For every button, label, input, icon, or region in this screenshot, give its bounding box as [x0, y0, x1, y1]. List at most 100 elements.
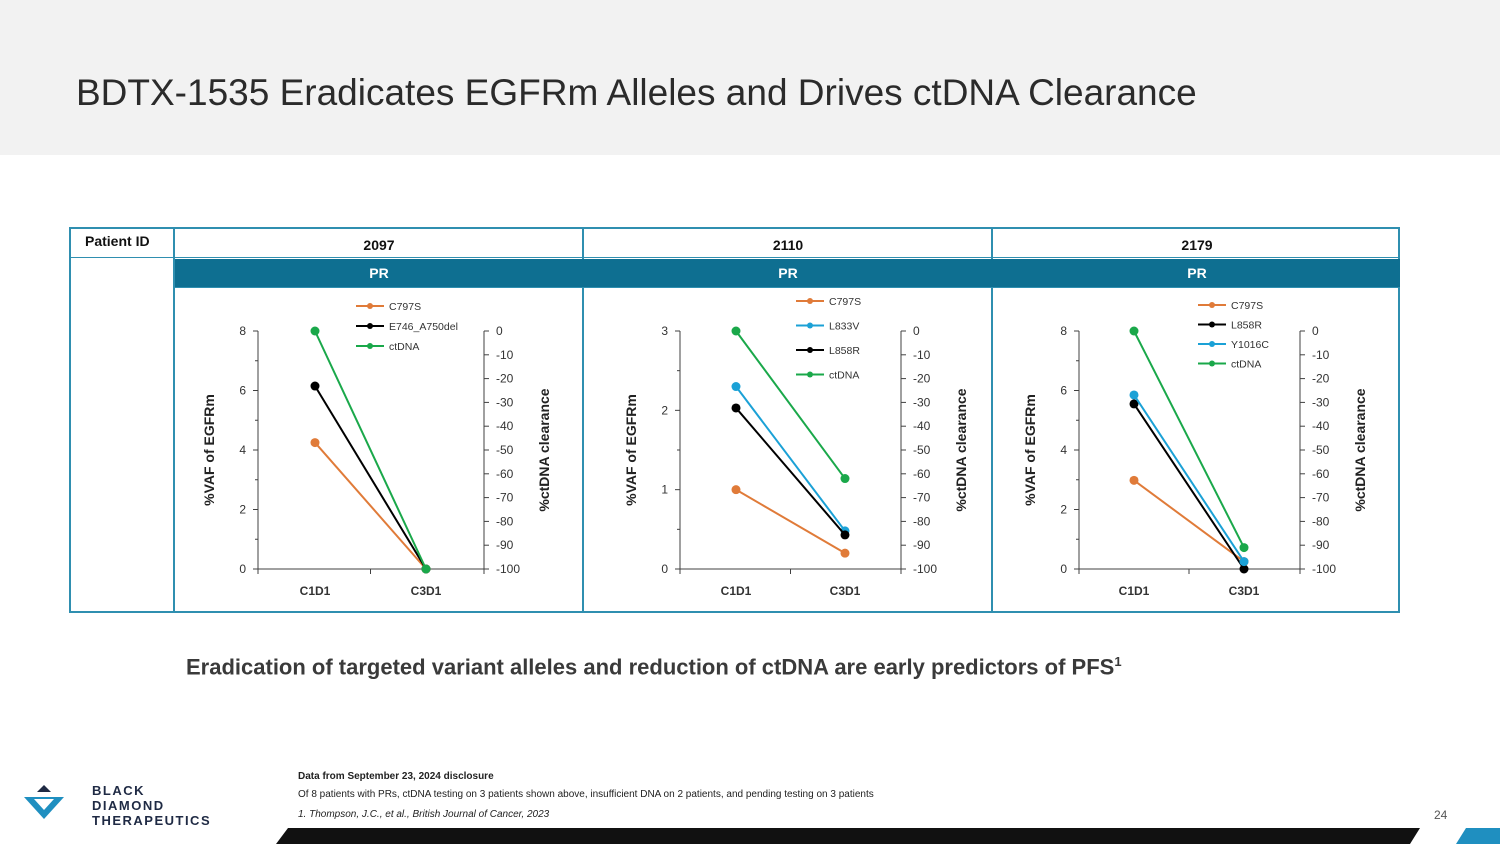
patient-id-2179: 2179 — [1181, 237, 1213, 253]
y2-axis-title: %ctDNA clearance — [1352, 388, 1368, 511]
series-line-ctdna — [735, 330, 846, 480]
patient-id-label: Patient ID — [85, 233, 150, 249]
page-number: 24 — [1434, 808, 1448, 822]
series-line-e746_a750del — [314, 385, 427, 570]
left-tick-label: 2 — [239, 503, 246, 517]
left-tick-label: 6 — [1060, 384, 1067, 398]
right-tick-label: -30 — [913, 395, 931, 409]
diamond-logo-icon — [24, 785, 64, 819]
x-category-label: C3D1 — [830, 584, 861, 598]
right-tick-label: -100 — [1312, 562, 1336, 576]
series-line-l858r — [1133, 403, 1245, 570]
right-tick-label: -100 — [496, 562, 520, 576]
y-axis-title: %VAF of EGFRm — [1022, 394, 1038, 506]
series-line-l833v — [735, 385, 846, 532]
chart-patient-2097: 0 2 4 6 8 0 -10 -20 -30 -40 -50 -60 -70 -80 -90 -100 C1D… — [201, 301, 552, 598]
footnote-reference: 1. Thompson, J.C., et al., British Journ… — [298, 809, 550, 820]
slide-title: BDTX-1535 Eradicates EGFRm Alleles and D… — [76, 72, 1197, 113]
data-point-c797s — [840, 548, 850, 558]
left-tick-label: 4 — [1060, 443, 1067, 457]
series-line-l858r — [735, 407, 846, 536]
left-tick-label: 0 — [661, 562, 668, 576]
right-tick-label: -50 — [496, 443, 514, 457]
column-divider — [582, 229, 584, 613]
response-label-2110: PR — [778, 265, 798, 281]
right-tick-label: -50 — [1312, 443, 1330, 457]
data-point-l858r — [1129, 399, 1139, 409]
series-line-c797s — [314, 441, 427, 570]
logo-text-diamond: DIAMOND — [92, 798, 165, 813]
left-tick-label: 0 — [239, 562, 246, 576]
series-line-y1016c — [1133, 394, 1245, 563]
right-tick-label: -40 — [1312, 419, 1330, 433]
chart-patient-2179: 0 2 4 6 8 0 -10 -20 -30 -40 -50 -60 -70 -80 -90 -100 C1D… — [1022, 300, 1368, 598]
column-divider — [991, 229, 993, 613]
title-band — [0, 0, 1500, 155]
legend-marker — [807, 371, 813, 378]
legend-marker — [367, 343, 373, 349]
footnote-note: Of 8 patients with PRs, ctDNA testing on… — [298, 789, 874, 800]
right-tick-label: -100 — [913, 562, 937, 576]
legend-label: C797S — [1231, 300, 1263, 312]
x-category-label: C1D1 — [300, 584, 331, 598]
legend-label: ctDNA — [389, 341, 419, 353]
right-tick-label: -20 — [496, 372, 514, 386]
data-point-ctdna — [310, 326, 320, 336]
patient-table: Patient ID 2097 2110 2179 PR PR PR — [69, 227, 1400, 613]
legend-marker — [807, 298, 813, 304]
y-axis-title: %VAF of EGFRm — [201, 394, 217, 506]
left-tick-label: 8 — [1060, 324, 1067, 338]
subtitle-footnote-marker: 1 — [1114, 654, 1122, 669]
right-tick-label: -70 — [1312, 491, 1330, 505]
data-point-ctdna — [731, 326, 741, 336]
data-point-ctdna — [1239, 543, 1249, 553]
data-point-l858r — [840, 530, 850, 540]
legend-label: C797S — [389, 301, 421, 313]
company-logo: BLACK DIAMOND THERAPEUTICS — [22, 783, 212, 829]
y2-axis-title: %ctDNA clearance — [953, 388, 969, 511]
x-category-label: C3D1 — [411, 584, 442, 598]
x-category-label: C1D1 — [721, 584, 752, 598]
legend-marker — [1209, 321, 1215, 328]
data-point-ctdna — [421, 564, 431, 574]
data-point-e746_a750del — [310, 381, 320, 391]
data-point-c797s — [310, 438, 320, 448]
right-tick-label: -60 — [1312, 467, 1330, 481]
data-point-l858r — [731, 403, 741, 413]
right-tick-label: -50 — [913, 443, 931, 457]
series-line-c797s — [1133, 479, 1245, 563]
left-tick-label: 6 — [239, 384, 246, 398]
legend-label: ctDNA — [829, 370, 859, 382]
row-divider — [175, 287, 1400, 288]
data-point-l858r — [1239, 564, 1249, 574]
right-tick-label: -30 — [1312, 395, 1330, 409]
legend-marker — [1209, 302, 1215, 308]
row-divider — [71, 257, 1400, 258]
chart-patient-2110: 0 1 2 3 0 -10 -20 -30 -40 -50 -60 -70 -80 -90 -100 C1D1… — [623, 296, 969, 598]
left-tick-label: 4 — [239, 443, 246, 457]
right-tick-label: -70 — [913, 491, 931, 505]
legend-marker — [367, 303, 373, 309]
legend-label: L833V — [829, 321, 859, 333]
patient-id-2110: 2110 — [772, 237, 804, 253]
data-point-ctdna — [1129, 326, 1139, 336]
left-tick-label: 3 — [661, 324, 668, 338]
logo-text-black: BLACK — [92, 783, 145, 798]
right-tick-label: -70 — [496, 491, 514, 505]
right-tick-label: -90 — [1312, 538, 1330, 552]
legend-label: C797S — [829, 296, 861, 308]
x-category-label: C1D1 — [1119, 584, 1150, 598]
y-axis-title: %VAF of EGFRm — [623, 394, 639, 506]
right-tick-label: -20 — [913, 372, 931, 386]
legend-label: L858R — [1231, 320, 1262, 332]
series-line-ctdna — [1133, 330, 1245, 549]
series-line-c797s — [735, 488, 846, 554]
right-tick-label: -60 — [913, 467, 931, 481]
legend-marker — [1209, 360, 1215, 367]
data-point-l833v — [731, 382, 741, 392]
legend-label: L858R — [829, 345, 860, 357]
left-tick-label: 8 — [239, 324, 246, 338]
response-label-2179: PR — [1187, 265, 1207, 281]
legend-label: ctDNA — [1231, 359, 1261, 371]
legend-marker — [807, 347, 813, 353]
